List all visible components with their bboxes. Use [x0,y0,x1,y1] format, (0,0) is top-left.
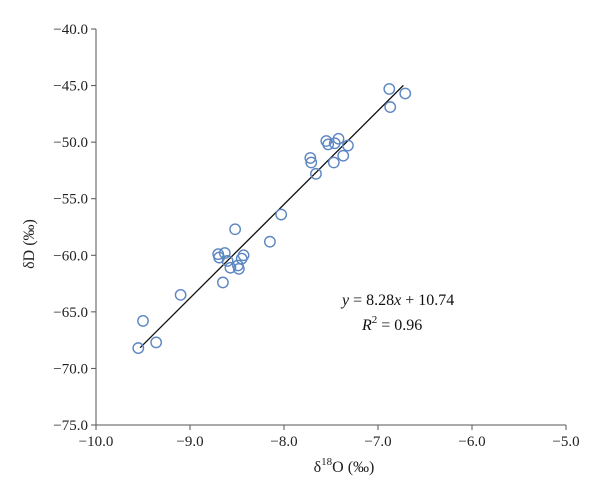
r-squared-var: R [361,317,372,334]
data-point [275,208,288,221]
x-tick-label: −9.0 [176,434,203,450]
x-tick-label: −5.0 [552,434,579,450]
y-tick-label: −70.0 [53,361,88,377]
data-point [216,276,229,289]
data-point [150,336,163,349]
data-point [399,87,412,100]
y-axis-ticks: −40.0 −45.0 −50.0 −55.0 −60.0 −65.0 −70.0 −75.0 [53,22,96,434]
data-point [229,223,242,236]
y-tick-label: −50.0 [53,135,88,151]
x-tick-label: −7.0 [364,434,391,450]
data-point [322,138,335,151]
y-tick-label: −60.0 [53,248,88,264]
x-axis-label-prefix: δ [314,459,322,476]
equation-x-var: x [393,292,401,309]
x-axis-label: δ18O (‰) [314,456,375,476]
equation-slope: = 8.28 [349,292,394,309]
data-point [132,342,145,354]
data-point [137,315,149,327]
x-tick-label: −10.0 [79,434,114,450]
data-point [221,255,234,267]
data-point [263,235,276,248]
trendline [139,84,404,349]
data-point [383,83,396,95]
data-point [224,261,237,274]
equation-y-var: y [340,292,350,309]
y-tick-label: −55.0 [53,192,88,208]
x-tick-label: −8.0 [270,434,297,450]
r-squared-label: R2 = 0.96 [361,314,422,334]
data-point [384,101,397,113]
data-point [218,247,231,259]
regression-equation: y = 8.28x + 10.74 [340,292,454,309]
data-point [305,156,318,169]
data-point [304,152,317,164]
y-axis-label: δD (‰) [21,219,38,269]
data-point [327,156,340,169]
y-tick-label: −75.0 [53,418,88,434]
data-point [337,149,350,162]
r-squared-value: = 0.96 [377,317,422,334]
data-point [237,249,250,262]
x-tick-label: −6.0 [458,434,485,450]
data-point [310,167,322,180]
y-tick-label: −65.0 [53,305,88,321]
r-squared-superscript: 2 [372,314,378,326]
data-point [342,139,354,152]
x-axis-label-superscript: 18 [321,456,333,468]
x-axis-ticks: −10.0 −9.0 −8.0 −7.0 −6.0 −5.0 [79,425,580,450]
equation-intercept: + 10.74 [401,292,454,309]
data-point [332,132,345,145]
y-tick-label: −40.0 [53,22,88,38]
data-point [174,288,187,301]
x-axis-label-suffix: O (‰) [332,459,374,476]
y-tick-label: −45.0 [53,79,88,95]
data-points [132,83,412,354]
